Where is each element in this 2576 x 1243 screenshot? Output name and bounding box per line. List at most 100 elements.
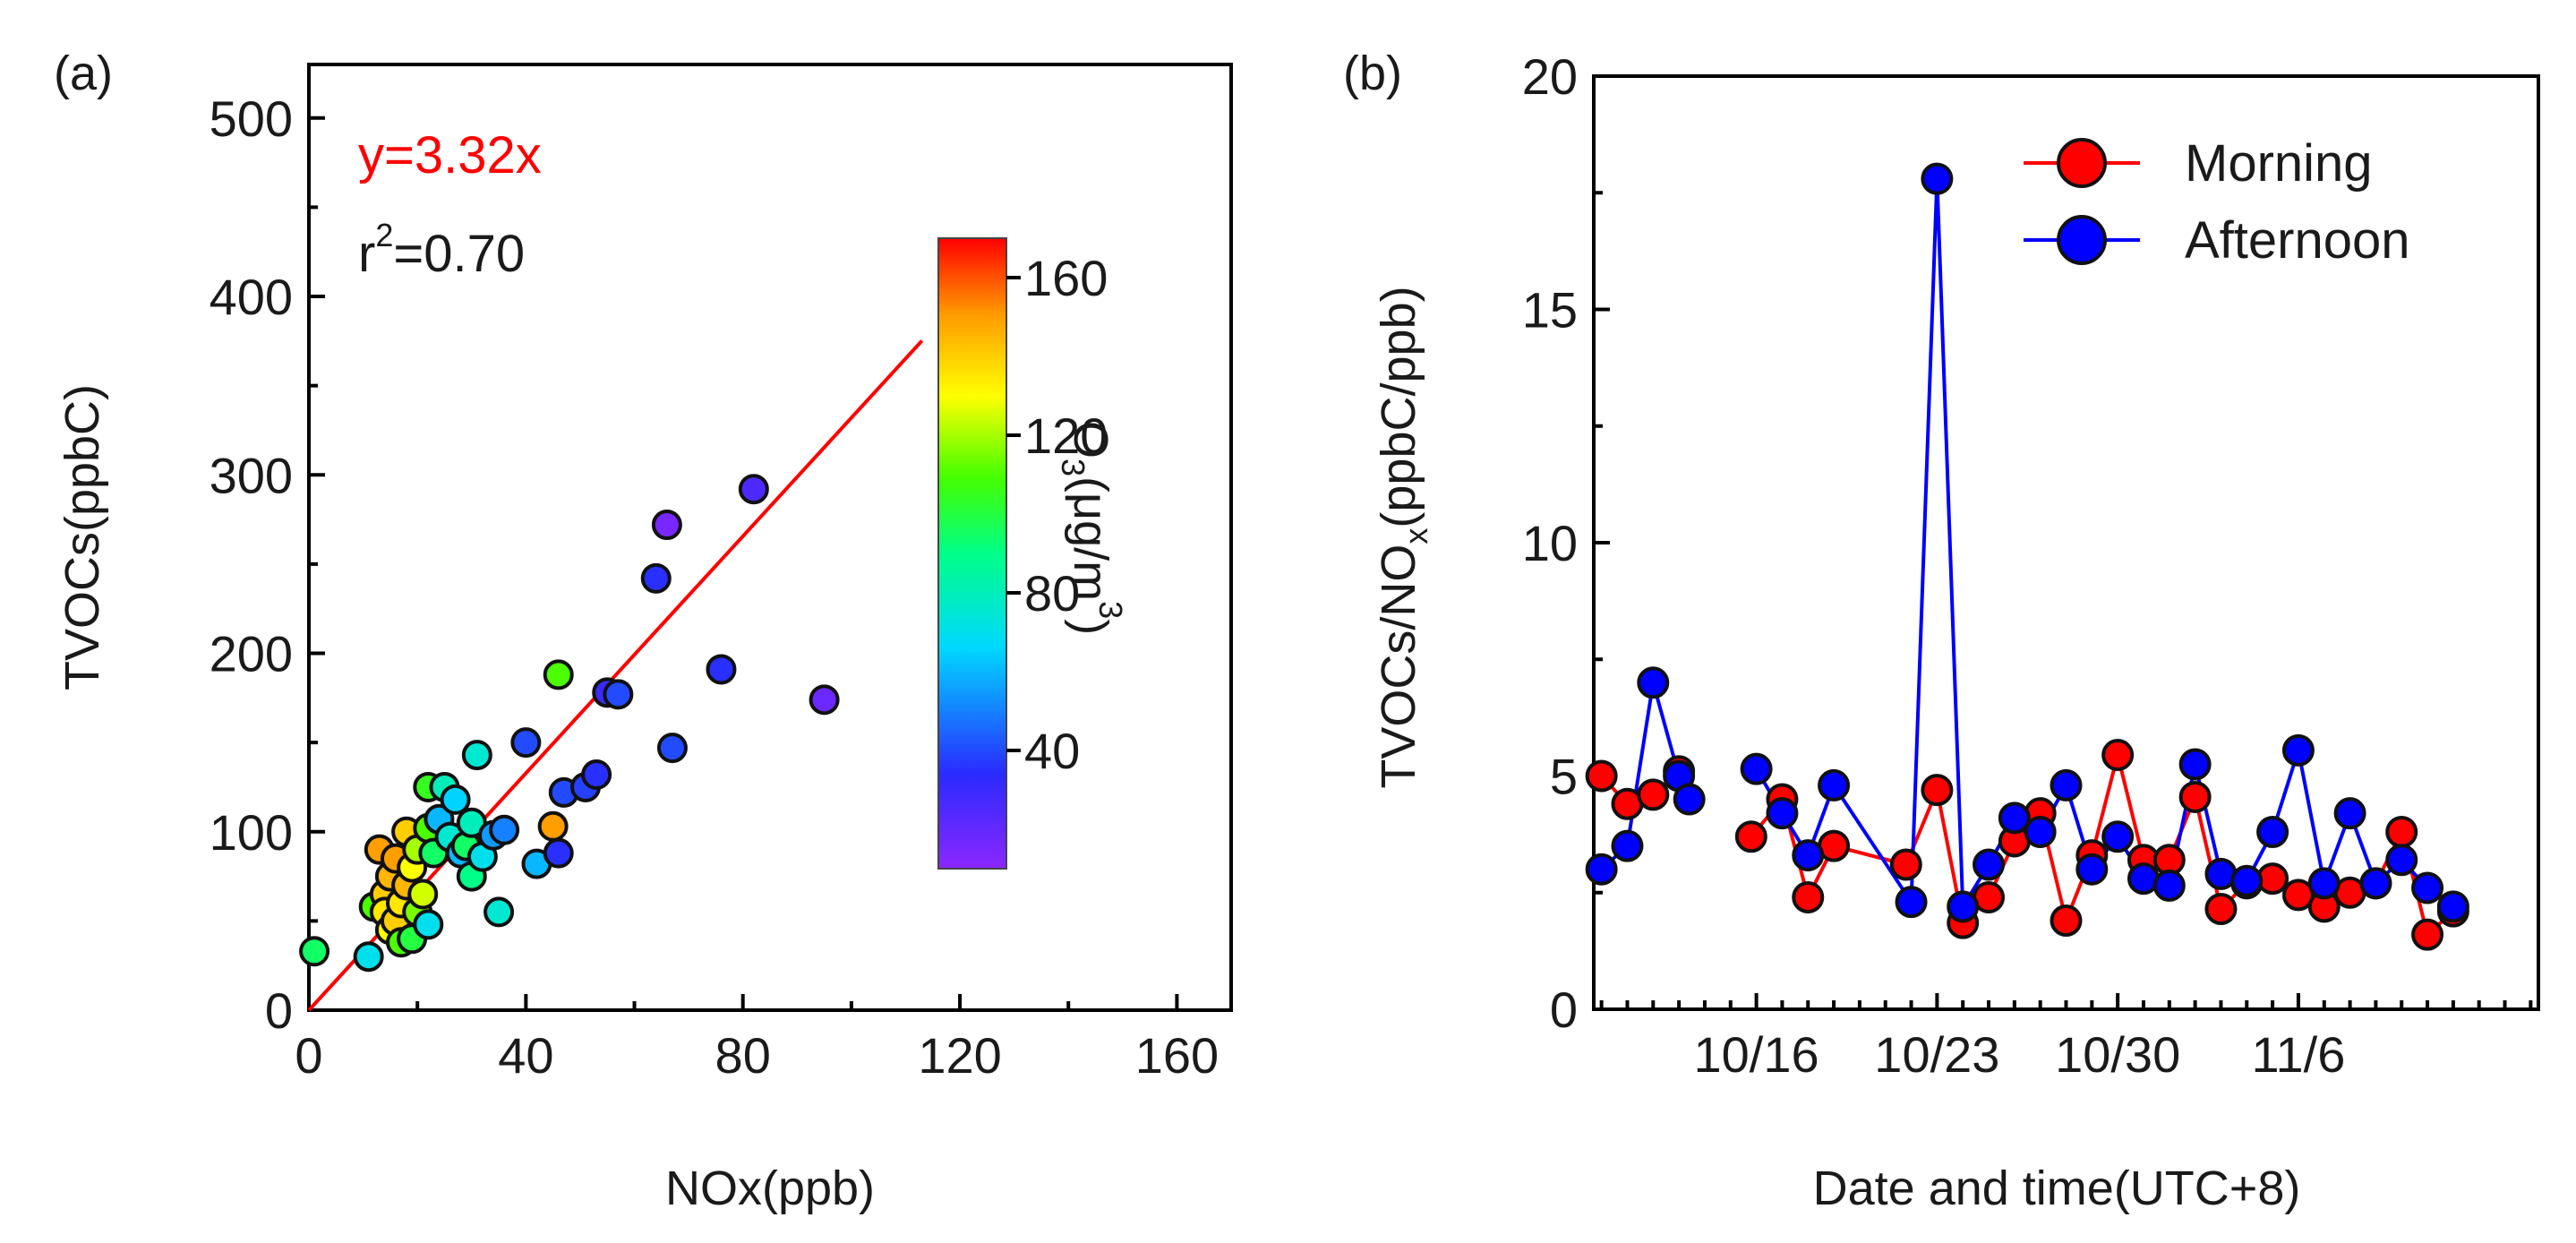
scatter-point <box>809 684 840 716</box>
a-y-tick-label: 400 <box>210 269 293 325</box>
series-marker-afternoon <box>1766 797 1799 830</box>
scatter-points <box>299 474 840 973</box>
series-marker-morning <box>2385 816 2418 849</box>
series-marker-afternoon <box>2359 867 2392 900</box>
panel-b-x-label: Date and time(UTC+8) <box>1813 1162 2301 1215</box>
scatter-point <box>510 727 542 759</box>
series-marker-afternoon <box>1973 848 2006 881</box>
series-marker-afternoon <box>1895 886 1928 919</box>
series-marker-afternoon <box>2256 816 2289 849</box>
series-marker-afternoon <box>1637 666 1670 699</box>
b-x-tick-label: 11/6 <box>2252 1026 2346 1083</box>
a-y-tick-label: 200 <box>210 626 293 682</box>
series-marker-afternoon <box>2101 820 2135 853</box>
series-marker-morning <box>2101 739 2135 772</box>
panel-b-y-axis: 0 5 10 15 20 <box>1522 48 1610 1038</box>
legend: Morning Afternoon <box>2024 134 2410 270</box>
scatter-point <box>537 810 569 842</box>
panel-label-b: (b) <box>1343 47 1402 100</box>
scatter-point <box>461 740 492 771</box>
scatter-point <box>651 510 682 541</box>
series-marker-afternoon <box>2385 844 2418 877</box>
b-x-tick-label: 10/23 <box>1874 1026 1999 1083</box>
series-marker-afternoon <box>1921 162 1954 195</box>
series-marker-afternoon <box>2230 864 2264 897</box>
series-marker-afternoon <box>2024 816 2057 849</box>
colorbar-tick-label: 120 <box>1024 407 1108 464</box>
colorbar-label: O3(μg/m3) <box>1055 421 1129 635</box>
panel-a-x-axis: 0 40 80 120 160 <box>295 994 1219 1084</box>
series-marker-morning <box>2411 918 2444 951</box>
panel-a: (a) 0 100 200 300 400 500 0 40 80 120 160 NOx(ppb… <box>54 47 1233 1215</box>
panel-b: (b) 0 5 10 15 20 10/16 10/23 10/30 11/6 Date an… <box>1343 47 2540 1215</box>
b-y-tick-label: 20 <box>1522 48 1578 105</box>
scatter-point <box>413 909 444 940</box>
series-marker-afternoon <box>1611 829 1644 862</box>
legend-marker-afternoon <box>2057 215 2107 265</box>
a-x-tick-label: 120 <box>918 1027 1001 1084</box>
panel-a-y-axis: 0 100 200 300 400 500 <box>210 90 325 1039</box>
series-marker-afternoon <box>1792 839 1825 872</box>
series-marker-afternoon <box>2281 733 2315 767</box>
series-marker-afternoon <box>1673 783 1706 816</box>
series-marker-morning <box>2178 780 2212 813</box>
series-marker-afternoon <box>2050 768 2083 802</box>
panel-a-y-label: TVOCs(ppbC) <box>56 384 109 690</box>
panel-a-x-label: NOx(ppb) <box>665 1162 875 1215</box>
a-x-tick-label: 80 <box>715 1027 771 1084</box>
scatter-point <box>543 837 574 869</box>
series-marker-afternoon <box>2411 871 2444 904</box>
scatter-point <box>484 896 515 928</box>
b-y-tick-label: 0 <box>1550 982 1578 1038</box>
scatter-point <box>603 679 634 710</box>
a-x-tick-label: 160 <box>1135 1027 1219 1084</box>
series-marker-morning <box>1889 848 1922 881</box>
colorbar <box>937 237 1007 870</box>
series-marker-morning <box>1921 774 1954 807</box>
legend-marker-morning <box>2057 138 2107 188</box>
b-x-tick-label: 10/16 <box>1694 1026 1819 1083</box>
colorbar-tick-label: 160 <box>1024 250 1108 306</box>
series-marker-morning <box>2204 892 2238 925</box>
b-y-tick-label: 5 <box>1550 749 1578 805</box>
scatter-point <box>706 654 737 685</box>
panel-a-frame <box>307 63 1233 1012</box>
colorbar-tick-label: 40 <box>1024 723 1080 779</box>
series-marker-morning <box>1637 778 1670 811</box>
scatter-point <box>656 733 688 764</box>
scatter-point <box>640 562 672 594</box>
series-marker-morning <box>2281 879 2315 912</box>
legend-label-afternoon: Afternoon <box>2185 211 2410 270</box>
series-marker-morning <box>1792 880 1825 913</box>
r-squared-text: r2=0.70 <box>358 217 525 283</box>
scatter-point <box>299 936 330 967</box>
series-marker-afternoon <box>2178 748 2212 781</box>
scatter-point <box>353 941 384 973</box>
series-marker-afternoon <box>2152 869 2186 902</box>
colorbar-tick-label: 80 <box>1024 565 1080 622</box>
a-x-tick-label: 0 <box>295 1027 322 1084</box>
series-marker-afternoon <box>1740 752 1773 785</box>
scatter-point <box>581 759 612 790</box>
series-marker-afternoon <box>2307 867 2341 900</box>
scatter-point <box>738 474 769 505</box>
a-y-tick-label: 500 <box>210 90 293 147</box>
a-x-tick-label: 40 <box>498 1027 553 1084</box>
series-marker-afternoon <box>1947 890 1980 923</box>
b-y-tick-label: 10 <box>1522 515 1578 571</box>
a-y-tick-label: 0 <box>265 982 293 1039</box>
b-x-tick-label: 10/30 <box>2055 1026 2180 1083</box>
scatter-point <box>407 879 439 910</box>
line-series <box>1585 162 2469 951</box>
colorbar-ticks: 40 80 120 160 <box>1006 250 1108 779</box>
series-marker-afternoon <box>1585 853 1618 886</box>
a-y-tick-label: 100 <box>210 804 293 861</box>
series-marker-morning <box>1734 820 1767 853</box>
b-y-tick-label: 15 <box>1522 282 1578 339</box>
panel-b-y-label: TVOCs/NOx(ppbC/ppb) <box>1372 286 1434 788</box>
scatter-point <box>489 814 520 845</box>
series-marker-afternoon <box>1818 768 1851 802</box>
series-marker-morning <box>1585 759 1618 793</box>
a-y-tick-label: 300 <box>210 447 293 503</box>
scatter-point <box>440 784 471 815</box>
